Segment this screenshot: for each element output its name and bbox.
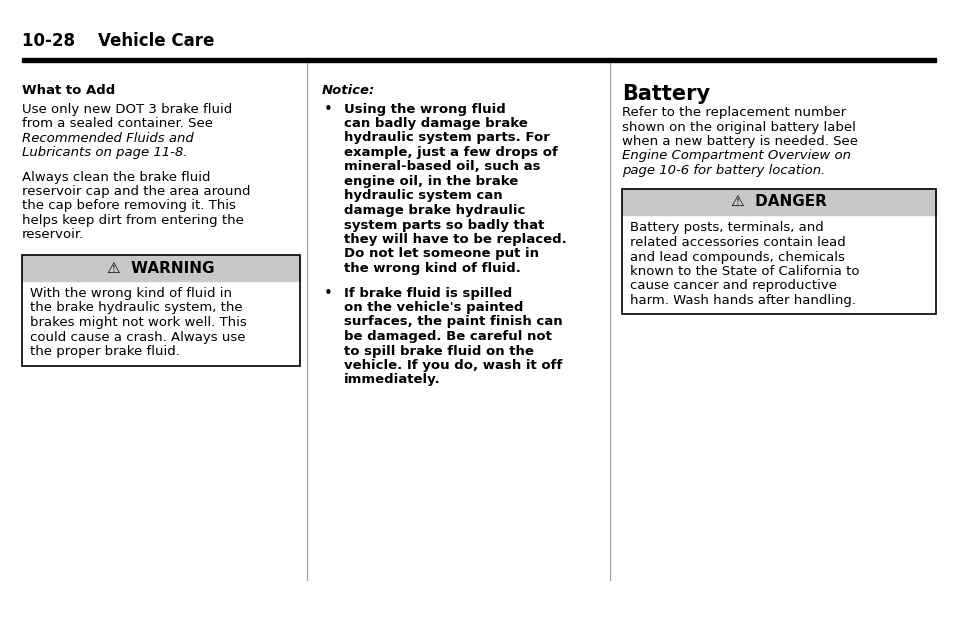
Text: reservoir cap and the area around: reservoir cap and the area around [22,185,251,198]
Text: Lubricants on page 11-8.: Lubricants on page 11-8. [22,146,188,159]
Text: page 10-6 for battery location.: page 10-6 for battery location. [621,164,824,177]
Text: on the vehicle's painted: on the vehicle's painted [344,301,523,314]
Bar [22,58,935,62]
Text: What to Add: What to Add [22,84,115,97]
Text: the cap before removing it. This: the cap before removing it. This [22,200,235,212]
Text: vehicle. If you do, wash it off: vehicle. If you do, wash it off [344,359,561,372]
Bar [22,255,299,366]
Text: •: • [324,103,333,117]
Text: Refer to the replacement number: Refer to the replacement number [621,106,845,119]
Text: Do not let someone put in: Do not let someone put in [344,248,538,260]
Text: the proper brake fluid.: the proper brake fluid. [30,345,180,358]
Text: example, just a few drops of: example, just a few drops of [344,146,558,159]
Text: and lead compounds, chemicals: and lead compounds, chemicals [629,251,844,263]
Text: damage brake hydraulic: damage brake hydraulic [344,204,525,217]
Text: when a new battery is needed. See: when a new battery is needed. See [621,135,857,148]
Text: Battery: Battery [621,84,709,104]
Text: Recommended Fluids and: Recommended Fluids and [22,131,193,144]
Text: they will have to be replaced.: they will have to be replaced. [344,233,566,246]
Text: If brake fluid is spilled: If brake fluid is spilled [344,286,512,299]
Text: Always clean the brake fluid: Always clean the brake fluid [22,170,211,184]
Text: could cause a crash. Always use: could cause a crash. Always use [30,330,245,343]
Text: can badly damage brake: can badly damage brake [344,117,527,130]
Text: With the wrong kind of fluid in: With the wrong kind of fluid in [30,287,232,300]
Text: ⚠  DANGER: ⚠ DANGER [730,194,826,209]
Text: be damaged. Be careful not: be damaged. Be careful not [344,330,551,343]
Text: reservoir.: reservoir. [22,228,84,242]
Text: •: • [324,286,333,302]
Text: the brake hydraulic system, the: the brake hydraulic system, the [30,302,242,315]
Text: 10-28    Vehicle Care: 10-28 Vehicle Care [22,32,214,50]
Text: mineral-based oil, such as: mineral-based oil, such as [344,161,540,174]
Bar [621,188,935,214]
Text: from a sealed container. See: from a sealed container. See [22,117,213,130]
Bar [621,188,935,313]
Text: Using the wrong fluid: Using the wrong fluid [344,103,505,115]
Text: known to the State of California to: known to the State of California to [629,265,859,278]
Text: helps keep dirt from entering the: helps keep dirt from entering the [22,214,244,227]
Text: related accessories contain lead: related accessories contain lead [629,236,845,249]
Text: shown on the original battery label: shown on the original battery label [621,121,855,133]
Text: the wrong kind of fluid.: the wrong kind of fluid. [344,262,520,275]
Text: cause cancer and reproductive: cause cancer and reproductive [629,279,836,292]
Text: Battery posts, terminals, and: Battery posts, terminals, and [629,221,822,235]
Text: Use only new DOT 3 brake fluid: Use only new DOT 3 brake fluid [22,103,232,115]
Text: hydraulic system can: hydraulic system can [344,189,502,202]
Text: immediately.: immediately. [344,373,440,387]
Text: system parts so badly that: system parts so badly that [344,218,544,232]
Text: engine oil, in the brake: engine oil, in the brake [344,175,517,188]
Text: Notice:: Notice: [322,84,375,97]
Text: Engine Compartment Overview on: Engine Compartment Overview on [621,149,850,163]
Text: hydraulic system parts. For: hydraulic system parts. For [344,131,549,144]
Text: to spill brake fluid on the: to spill brake fluid on the [344,345,534,357]
Text: brakes might not work well. This: brakes might not work well. This [30,316,247,329]
Text: surfaces, the paint finish can: surfaces, the paint finish can [344,316,562,329]
Text: harm. Wash hands after handling.: harm. Wash hands after handling. [629,294,855,307]
Text: ⚠  WARNING: ⚠ WARNING [107,260,214,276]
Bar [22,255,299,281]
